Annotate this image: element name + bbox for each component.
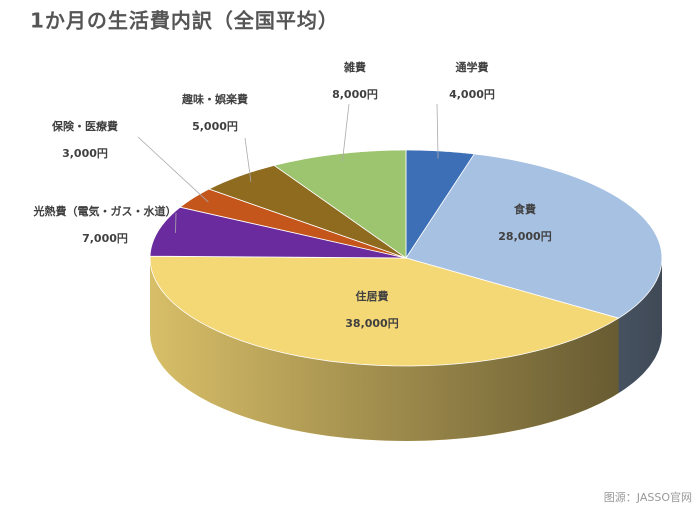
category-label: 趣味・娯楽費 [181,92,248,106]
slice [405,153,663,319]
value-label: 28,000円 [498,230,551,243]
slice [149,255,620,367]
value-label: 38,000円 [345,317,398,330]
value-label: 3,000円 [62,147,108,160]
value-label: 5,000円 [192,120,238,133]
value-label: 4,000円 [449,88,495,101]
leader-line [244,137,252,182]
side-shade [150,258,662,441]
value-label: 8,000円 [332,88,378,101]
chart-title: 1か月の生活費内訳（全国平均） [30,9,339,33]
slice [405,149,476,260]
category-label: 光熱費（電気・ガス・水道） [33,204,177,218]
leader-line [342,103,350,162]
slice [207,164,407,259]
category-label: 食費 [514,202,536,216]
slice [149,206,407,259]
leader-line [436,103,439,159]
category-label: 雑費 [343,60,366,74]
slice [273,149,407,259]
source: 图源：JASSO官网 [604,490,692,504]
category-label: 住居費 [356,289,389,303]
value-label: 7,000円 [82,232,128,245]
category-label: 保険・医療費 [51,119,118,133]
category-label: 通学費 [456,60,489,74]
slice [179,188,407,259]
leader-line [137,136,209,203]
